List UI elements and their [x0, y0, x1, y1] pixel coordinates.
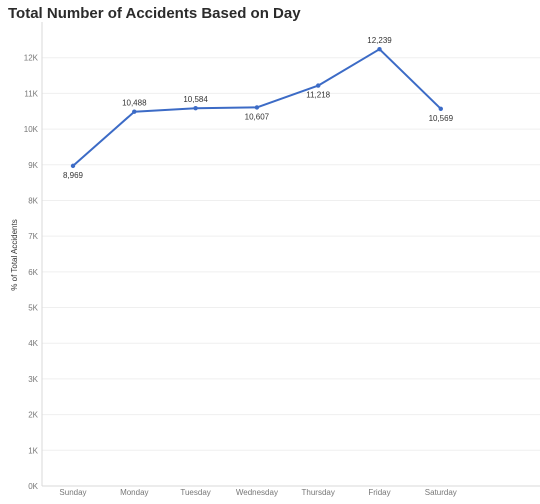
y-tick-label: 9K: [28, 161, 38, 170]
x-tick-label: Friday: [368, 488, 390, 497]
data-label: 8,969: [63, 171, 84, 180]
x-tick-label: Sunday: [59, 488, 86, 497]
y-tick-label: 5K: [28, 304, 38, 313]
data-point[interactable]: [377, 46, 382, 52]
data-label: 11,218: [306, 91, 330, 100]
y-axis-ticks: 0K 1K 2K 3K 4K 5K 6K 7K 8K 9K 10K 11K 12K: [24, 54, 39, 491]
y-axis-label: % of Total Accidents: [10, 219, 19, 290]
data-label: 12,239: [367, 36, 392, 45]
chart-title: Total Number of Accidents Based on Day: [8, 5, 301, 22]
data-point[interactable]: [193, 106, 198, 111]
y-tick-label: 6K: [28, 268, 38, 277]
data-point[interactable]: [254, 105, 260, 110]
data-point[interactable]: [438, 106, 443, 111]
y-tick-label: 11K: [24, 89, 38, 98]
data-label: 10,569: [429, 114, 454, 123]
data-point[interactable]: [70, 163, 76, 169]
x-axis-ticks: Sunday Monday Tuesday Wednesday Thursday Frid…: [59, 488, 456, 497]
y-tick-label: 7K: [28, 232, 38, 241]
y-tick-label: 2K: [28, 411, 38, 420]
data-labels: 8,969 10,488 10,584 10,607 11,218 12,239 10,56…: [63, 36, 454, 180]
y-tick-label: 4K: [28, 339, 38, 348]
x-tick-label: Thursday: [302, 488, 335, 497]
data-point[interactable]: [316, 83, 321, 88]
x-tick-label: Wednesday: [236, 488, 278, 497]
y-tick-label: 8K: [28, 196, 38, 205]
y-tick-label: 0K: [28, 482, 38, 491]
y-tick-label: 3K: [28, 375, 38, 384]
y-tick-label: 10K: [24, 125, 39, 134]
data-label: 10,584: [183, 95, 208, 104]
series-accidents: [70, 46, 443, 169]
x-tick-label: Monday: [120, 488, 148, 497]
data-label: 10,488: [122, 99, 147, 108]
data-point[interactable]: [132, 109, 137, 114]
data-label: 10,607: [245, 112, 270, 121]
gridlines: [41, 22, 540, 487]
y-tick-label: 1K: [28, 446, 38, 455]
x-tick-label: Saturday: [425, 488, 457, 497]
x-tick-label: Tuesday: [180, 488, 210, 497]
y-tick-label: 12K: [24, 54, 39, 63]
